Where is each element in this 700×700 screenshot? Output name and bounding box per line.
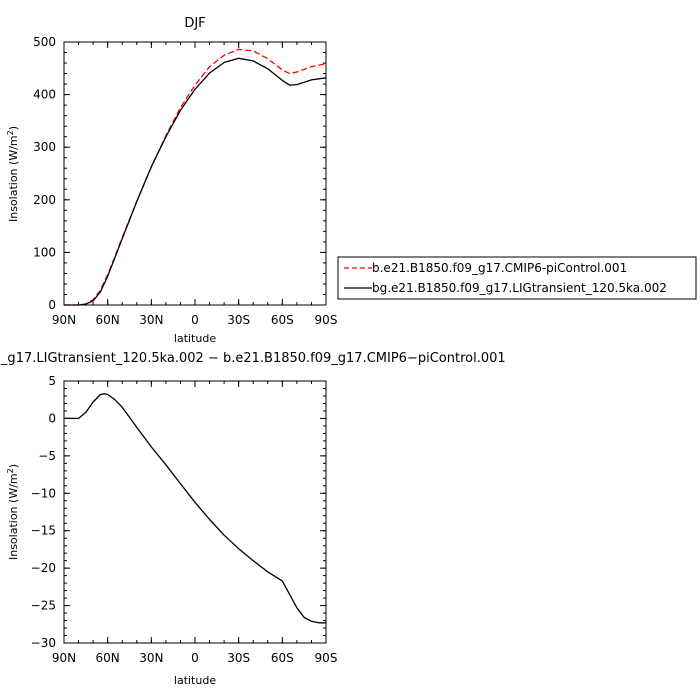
bottom-y-axis-label: Insolation (W/m2) <box>6 464 20 560</box>
top-y-tick-label: 400 <box>33 88 56 102</box>
bottom-series-line-1 <box>64 393 326 624</box>
bottom-x-axis-label: latitude <box>174 674 216 687</box>
bottom-chart-title: bg.e21.B1850.f09_g17.LIGtransient_120.5k… <box>0 351 506 366</box>
bottom-y-tick-label: −15 <box>31 524 56 538</box>
top-panel: DJF 0 100 200 300 400 500 90N 60N 30N 0 30S 60S 90S… <box>6 16 337 345</box>
bottom-x-tick-label: 90S <box>315 651 338 665</box>
bottom-y-tick-label: −20 <box>31 561 56 575</box>
top-y-tick-label: 0 <box>48 298 56 312</box>
bottom-plot-frame <box>63 380 327 644</box>
top-series-lines <box>64 48 327 306</box>
bottom-x-tick-label: 60S <box>271 651 294 665</box>
top-y-tick-label: 100 <box>33 245 56 259</box>
bottom-x-tick-label: 60N <box>96 651 120 665</box>
bottom-y-tick-label: −25 <box>31 599 56 613</box>
top-y-tick-label: 300 <box>33 140 56 154</box>
top-legend: b.e21.B1850.f09_g17.CMIP6-piControl.001 … <box>337 256 697 300</box>
top-plot-frame <box>63 41 327 306</box>
bottom-x-tick-label: 30S <box>227 651 250 665</box>
bottom-y-ticks: 5 0 −5 −10 −15 −20 −25 −30 <box>31 374 326 650</box>
bottom-x-tick-label: 0 <box>191 651 199 665</box>
bottom-panel: bg.e21.B1850.f09_g17.LIGtransient_120.5k… <box>0 351 506 687</box>
top-y-ticks: 0 100 200 300 400 500 <box>33 35 326 312</box>
top-y-tick-label: 200 <box>33 193 56 207</box>
top-x-tick-label: 30S <box>227 313 250 327</box>
bottom-x-tick-label: 30N <box>139 651 163 665</box>
top-x-tick-label: 90S <box>315 313 338 327</box>
bottom-y-tick-label: −30 <box>31 636 56 650</box>
top-y-axis-label: Insolation (W/m2) <box>6 126 20 222</box>
top-chart-title: DJF <box>184 16 205 31</box>
top-y-tick-label: 500 <box>33 35 56 49</box>
top-series-line-1 <box>64 48 327 306</box>
legend-box <box>337 256 697 300</box>
top-x-tick-label: 60N <box>96 313 120 327</box>
bottom-y-tick-label: 0 <box>48 411 56 425</box>
legend-label-series-2: bg.e21.B1850.f09_g17.LIGtransient_120.5k… <box>372 281 667 295</box>
top-x-tick-label: 30N <box>139 313 163 327</box>
top-x-tick-label: 60S <box>271 313 294 327</box>
bottom-series-lines <box>64 393 326 624</box>
bottom-y-tick-label: −5 <box>38 449 56 463</box>
bottom-x-ticks: 90N 60N 30N 0 30S 60S 90S <box>52 381 338 665</box>
top-x-tick-label: 0 <box>191 313 199 327</box>
bottom-y-tick-label: −10 <box>31 486 56 500</box>
top-series-line-2 <box>64 57 327 306</box>
top-x-tick-label: 90N <box>52 313 76 327</box>
bottom-x-tick-label: 90N <box>52 651 76 665</box>
bottom-y-tick-label: 5 <box>48 374 56 388</box>
top-x-ticks: 90N 60N 30N 0 30S 60S 90S <box>52 42 338 327</box>
top-x-axis-label: latitude <box>174 332 216 345</box>
legend-label-series-1: b.e21.B1850.f09_g17.CMIP6-piControl.001 <box>372 261 627 275</box>
